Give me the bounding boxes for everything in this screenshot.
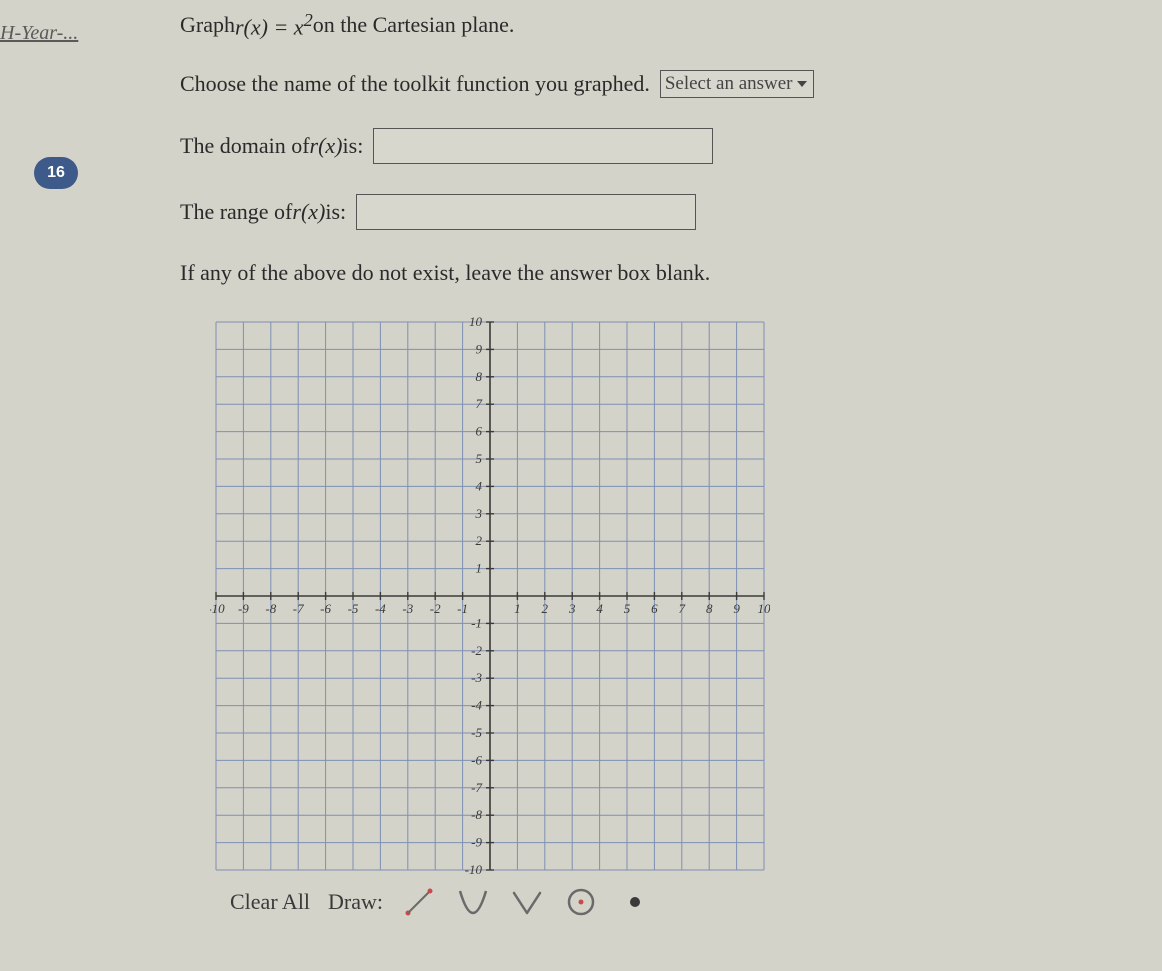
svg-text:4: 4: [596, 601, 603, 616]
range-input[interactable]: [356, 194, 696, 230]
svg-text:-4: -4: [471, 698, 482, 713]
svg-text:8: 8: [476, 369, 483, 384]
svg-text:-2: -2: [430, 601, 441, 616]
svg-text:9: 9: [733, 601, 740, 616]
toolkit-prompt: Choose the name of the toolkit function …: [180, 71, 650, 97]
tool-line[interactable]: [401, 884, 437, 920]
svg-text:4: 4: [476, 479, 483, 494]
svg-text:-6: -6: [320, 601, 331, 616]
title-prefix: Graph: [180, 12, 235, 38]
svg-text:6: 6: [476, 424, 483, 439]
svg-text:7: 7: [476, 397, 483, 412]
domain-label-prefix: The domain of: [180, 133, 310, 159]
svg-text:2: 2: [476, 534, 483, 549]
svg-text:-6: -6: [471, 753, 482, 768]
chevron-down-icon: [795, 77, 809, 91]
cartesian-plane[interactable]: -10 -9 -8 -7 -6 -5 -4 -3 -2 -1 1 2 3 4 5 6 7 8 9 10 1 2 3 4 5 6 7 8…: [210, 316, 770, 876]
svg-text:6: 6: [651, 601, 658, 616]
svg-text:-4: -4: [375, 601, 386, 616]
svg-text:5: 5: [624, 601, 631, 616]
svg-text:3: 3: [475, 506, 483, 521]
svg-text:-9: -9: [238, 601, 249, 616]
sidebar-header: H-Year-...: [0, 22, 78, 45]
svg-text:-1: -1: [457, 601, 468, 616]
domain-row: The domain of r(x) is:: [180, 128, 1120, 164]
svg-text:-5: -5: [471, 725, 482, 740]
svg-text:8: 8: [706, 601, 713, 616]
svg-text:-8: -8: [265, 601, 276, 616]
title-function: r(x) = x2: [235, 10, 313, 40]
svg-text:-2: -2: [471, 643, 482, 658]
svg-text:3: 3: [568, 601, 576, 616]
tool-parabola[interactable]: [455, 884, 491, 920]
svg-text:-10: -10: [465, 862, 483, 876]
question-content: Graph r(x) = x2 on the Cartesian plane. …: [180, 10, 1120, 920]
domain-input[interactable]: [373, 128, 713, 164]
tool-piecewise[interactable]: [509, 884, 545, 920]
svg-text:2: 2: [542, 601, 549, 616]
svg-text:5: 5: [476, 451, 483, 466]
toolkit-select-placeholder: Select an answer: [665, 73, 793, 95]
note-text: If any of the above do not exist, leave …: [180, 260, 1120, 286]
svg-text:10: 10: [469, 316, 483, 329]
tool-circle[interactable]: [563, 884, 599, 920]
draw-toolbar: Clear All Draw:: [230, 884, 1120, 920]
svg-text:-8: -8: [471, 808, 482, 823]
svg-text:1: 1: [514, 601, 521, 616]
svg-text:-3: -3: [402, 601, 413, 616]
problem-title: Graph r(x) = x2 on the Cartesian plane.: [180, 10, 1120, 40]
question-number-badge: 16: [34, 157, 78, 189]
svg-text:-1: -1: [471, 616, 482, 631]
svg-text:1: 1: [476, 561, 483, 576]
svg-text:9: 9: [476, 342, 483, 357]
clear-all-button[interactable]: Clear All: [230, 889, 310, 915]
svg-text:10: 10: [758, 601, 771, 616]
range-label-func: r(x): [292, 199, 325, 225]
draw-label: Draw:: [328, 889, 383, 915]
svg-text:-9: -9: [471, 835, 482, 850]
range-label-suffix: is:: [325, 199, 346, 225]
range-row: The range of r(x) is:: [180, 194, 1120, 230]
domain-label-func: r(x): [310, 133, 343, 159]
svg-text:-7: -7: [293, 601, 304, 616]
svg-text:7: 7: [679, 601, 686, 616]
domain-label-suffix: is:: [343, 133, 364, 159]
svg-text:-3: -3: [471, 671, 482, 686]
svg-text:-10: -10: [210, 601, 225, 616]
title-suffix: on the Cartesian plane.: [313, 12, 515, 38]
range-label-prefix: The range of: [180, 199, 292, 225]
svg-text:-7: -7: [471, 780, 482, 795]
toolkit-row: Choose the name of the toolkit function …: [180, 70, 1120, 98]
graph-area[interactable]: -10 -9 -8 -7 -6 -5 -4 -3 -2 -1 1 2 3 4 5 6 7 8 9 10 1 2 3 4 5 6 7 8…: [210, 316, 1120, 876]
tool-point[interactable]: [617, 884, 653, 920]
toolkit-select[interactable]: Select an answer: [660, 70, 814, 98]
svg-text:-5: -5: [348, 601, 359, 616]
